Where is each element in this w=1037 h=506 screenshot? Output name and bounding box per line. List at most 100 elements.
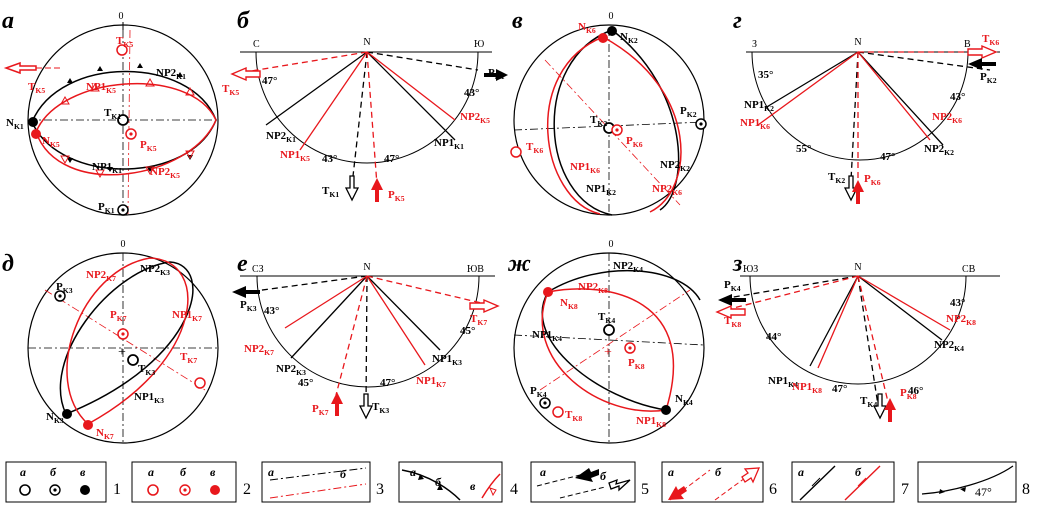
pk5-label: PK5 [140, 139, 157, 153]
legend-dotted-red-point-center [183, 488, 187, 492]
pk2-arrow [968, 58, 996, 70]
section-arc [256, 275, 480, 388]
legend-1-sub-b: б [50, 465, 57, 479]
np1k3-label: NP1K3 [134, 391, 164, 405]
black-lines [764, 51, 991, 181]
tk7-point [194, 377, 206, 389]
tk5-arrow [3, 61, 37, 75]
tk6-point [510, 146, 522, 158]
np2k7-label: NP2K7 [86, 269, 116, 283]
nk2-point [607, 26, 617, 36]
tk3-label: TK3 [372, 401, 389, 415]
legend-number-2: 2 [243, 481, 251, 498]
legend-4-sub-b: б [435, 475, 442, 489]
np1k5-plane [35, 82, 217, 133]
np1k5-label: NP1K5 [86, 81, 116, 95]
legend-number-7: 7 [901, 481, 909, 498]
nk6-point [598, 33, 608, 43]
legend-2-sub-a: а [148, 465, 154, 479]
panel-letter: г [733, 8, 742, 34]
legend-number-1: 1 [113, 481, 121, 498]
pk4-label: PK4 [530, 385, 547, 399]
nk3-label: NK3 [46, 411, 64, 425]
black-teeth [67, 63, 193, 172]
pk6-arrow [852, 180, 864, 204]
center-plus: + [118, 345, 126, 360]
legend-angle-text: 47° [975, 485, 992, 499]
legend-number-8: 8 [1022, 481, 1030, 498]
pk2-label: PK2 [680, 105, 697, 119]
nk6-label: NK6 [578, 21, 596, 35]
legend-box-3 [261, 461, 371, 503]
legend-open-red-point [147, 484, 159, 496]
tk2-label: TK2 [828, 171, 845, 185]
section-arc [749, 275, 967, 385]
panel-g: г З N В TK6 PK2 35° 43° NP1K2 NP1K6 NP2K6 NP2K2… [733, 8, 1000, 204]
np2k1-label: NP2K1 [266, 130, 296, 144]
np2k5-label: NP2K5 [150, 166, 180, 180]
north-tick-label: 0 [609, 11, 614, 22]
pk8-label: PK8 [900, 387, 917, 401]
angle-right-label: 43° [464, 87, 479, 99]
panel-b: б С N Ю PK1 TK5 47° 43° NP2K1 NP1K5 NP2K5 NP1K1… [222, 8, 508, 203]
nk3-point [62, 409, 72, 419]
legend-teeth [418, 474, 443, 490]
np1k6-label: NP1K6 [570, 161, 600, 175]
pk3-point-center [58, 294, 62, 298]
np2k8-label: NP2K8 [946, 313, 976, 327]
legend-2-sub-b: б [180, 465, 187, 479]
tk4-label: TK4 [598, 311, 615, 325]
tk4-arrow [872, 393, 888, 420]
center-plus: + [604, 345, 612, 360]
pk7-label: PK7 [110, 309, 127, 323]
left-direction: С [253, 39, 260, 50]
legend-black-line [799, 465, 836, 501]
legend-box-7 [791, 461, 895, 503]
np1k8-label: NP1K8 [792, 381, 822, 395]
tk1-label: TK1 [104, 107, 121, 121]
right-direction: В [964, 39, 971, 50]
black-lines [265, 51, 479, 186]
np1k1-label: NP1K1 [92, 161, 122, 175]
pk6-point-center [615, 128, 619, 132]
legend-red-tooth [489, 487, 497, 497]
legend-5-sub-b: б [600, 469, 607, 483]
legend-red-line [844, 465, 881, 501]
pk8-label: PK8 [628, 357, 645, 371]
legend-3-sub-b: б [340, 467, 347, 481]
legend-number-3: 3 [376, 481, 384, 498]
nk7-point [83, 420, 93, 430]
np2k5-label: NP2K5 [460, 111, 490, 125]
legend-number-4: 4 [510, 481, 518, 498]
pk7-point-center [121, 332, 125, 336]
legend-5-sub-a: а [540, 465, 546, 479]
pk1-label: PK1 [488, 67, 505, 81]
black-lines [727, 275, 943, 406]
tk5-point [116, 44, 128, 56]
red-axis-line [127, 29, 131, 216]
pk7-arrow [331, 392, 343, 416]
pk8-point-center [628, 346, 632, 350]
legend-black-dashdot [269, 467, 367, 481]
np2k1-plane [31, 70, 217, 123]
np2k7-label: NP2K7 [244, 343, 274, 357]
north-label: N [854, 37, 861, 48]
tk2-label: TK2 [590, 114, 607, 128]
tk7-arrow [469, 298, 500, 314]
legend-6-sub-a: а [668, 465, 674, 479]
red-teeth [60, 77, 195, 179]
nk1-label: NK1 [6, 117, 24, 131]
legend-black-half-arrow [811, 477, 821, 487]
pk5-label: PK5 [388, 189, 405, 203]
panel-letter: б [237, 8, 250, 34]
np1k8-plane [541, 291, 667, 412]
np2k6-label: NP2K6 [652, 183, 682, 197]
north-tick-label: 0 [609, 239, 614, 250]
np2k2-plane [611, 29, 680, 211]
angle-47-label: 47° [880, 151, 895, 163]
np2k4-plane [547, 269, 701, 301]
north-label: N [363, 262, 370, 273]
